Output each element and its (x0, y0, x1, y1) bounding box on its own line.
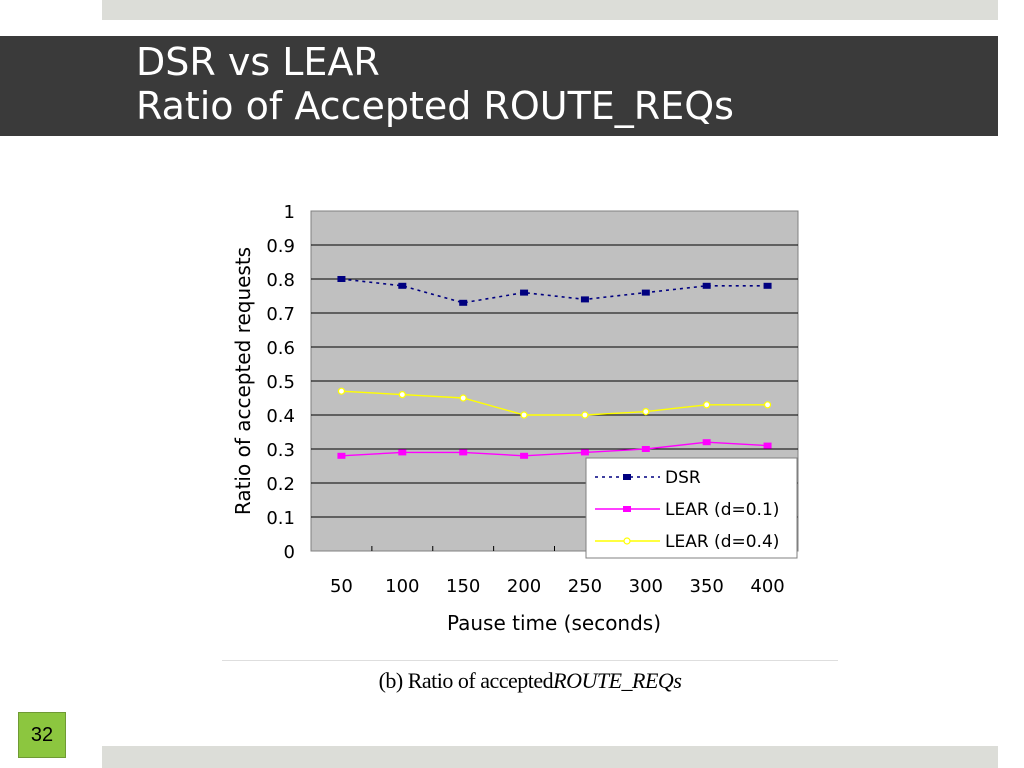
data-point-series-0 (702, 282, 711, 289)
data-point-series-0 (337, 276, 346, 282)
x-tick-label: 200 (507, 576, 541, 597)
caption-italic-text: ROUTE_REQs (553, 668, 682, 693)
figure-caption: (b) Ratio of acceptedROUTE_REQs (222, 668, 838, 694)
x-tick-label: 300 (629, 576, 663, 597)
chart-legend: DSR LEAR (d=0.1) LEAR (d=0.4) (585, 457, 798, 559)
data-point-series-2 (459, 394, 467, 402)
data-point-series-1 (641, 446, 650, 452)
data-point-series-1 (702, 439, 711, 446)
data-point-series-1 (580, 449, 589, 456)
series-line-1 (341, 441, 768, 457)
data-point-series-1 (459, 449, 468, 456)
data-point-series-0 (398, 282, 407, 289)
data-point-series-1 (763, 442, 772, 449)
x-tick-label: 150 (446, 576, 480, 597)
series-line-2 (341, 390, 768, 416)
y-tick-label: 0.3 (266, 440, 295, 461)
x-tick-label: 400 (750, 576, 784, 597)
gridlines (311, 244, 798, 518)
y-tick-label: 0.9 (266, 236, 295, 257)
legend-marker-2 (623, 537, 631, 545)
data-point-series-2 (520, 411, 528, 419)
slide-title-line-2: Ratio of Accepted ROUTE_REQs (136, 84, 734, 128)
data-point-series-2 (581, 411, 589, 419)
y-tick-label: 0.6 (266, 338, 295, 359)
series-line-0 (341, 278, 768, 304)
data-point-series-0 (763, 282, 772, 289)
y-tick-label: 0.8 (266, 270, 295, 291)
data-point-series-2 (642, 408, 650, 416)
y-tick-label: 0.7 (266, 304, 295, 325)
y-axis-ticks: 0 0.1 0.2 0.3 0.4 0.5 0.6 0.7 0.8 0.9 1 (266, 202, 295, 563)
x-axis-ticks: 50 100 150 200 250 300 350 400 (330, 546, 785, 597)
series-group (337, 276, 772, 459)
y-tick-label: 0.1 (266, 508, 295, 529)
x-tick-label: 100 (385, 576, 419, 597)
data-point-series-0 (580, 296, 589, 303)
data-point-series-1 (520, 452, 529, 459)
y-tick-label: 0 (284, 542, 295, 563)
title-bar (0, 36, 998, 136)
data-point-series-2 (703, 401, 711, 409)
legend-label: DSR (665, 468, 701, 488)
slide-number: 32 (18, 712, 66, 758)
data-point-series-0 (520, 289, 529, 296)
y-tick-label: 0.2 (266, 474, 295, 495)
data-point-series-0 (459, 299, 468, 306)
x-axis-label: Pause time (seconds) (447, 611, 661, 635)
data-point-series-2 (337, 387, 346, 395)
x-tick-label: 50 (330, 576, 353, 597)
y-tick-label: 0.4 (266, 406, 295, 427)
x-tick-label: 250 (568, 576, 602, 597)
slide-title-line-1: DSR vs LEAR (136, 40, 380, 84)
y-tick-label: 0.5 (266, 372, 295, 393)
data-point-series-0 (641, 289, 650, 296)
legend-label: LEAR (d=0.4) (665, 532, 779, 552)
bottom-accent-strip (102, 746, 998, 768)
legend-marker-0 (623, 474, 631, 480)
slide-title: DSR vs LEAR Ratio of Accepted ROUTE_REQs (136, 40, 734, 128)
caption-divider (222, 660, 838, 661)
data-point-series-2 (763, 401, 772, 409)
x-tick-label: 350 (690, 576, 724, 597)
y-tick-label: 1 (284, 202, 295, 223)
y-axis-label: Ratio of accepted requests (231, 247, 255, 515)
data-point-series-1 (398, 449, 407, 456)
caption-text: (b) Ratio of accepted (378, 668, 554, 693)
legend-marker-1 (623, 506, 631, 512)
top-accent-strip (102, 0, 998, 20)
legend-label: LEAR (d=0.1) (665, 500, 779, 520)
data-point-series-2 (398, 391, 406, 399)
data-point-series-1 (337, 452, 346, 459)
